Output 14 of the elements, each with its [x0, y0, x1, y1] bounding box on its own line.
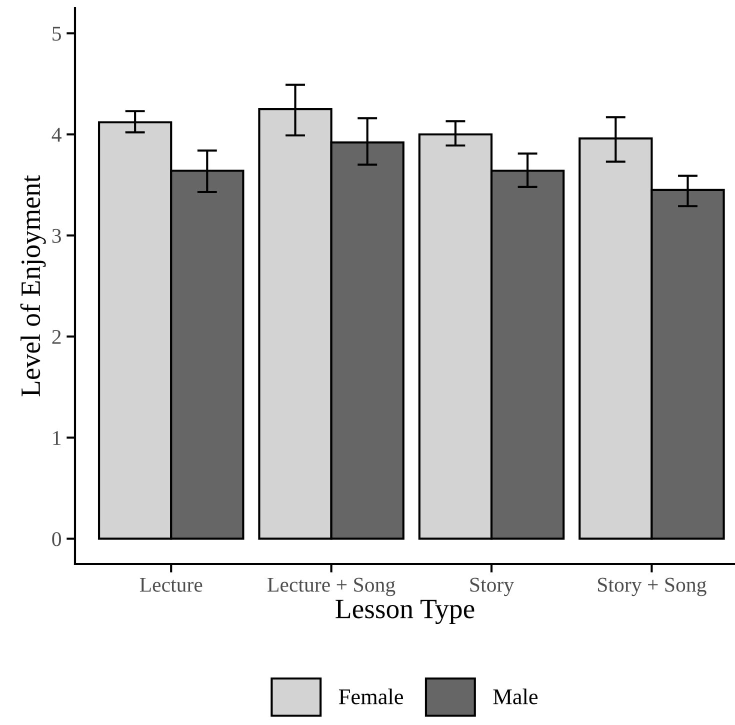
y-tick-label: 0	[52, 532, 62, 546]
y-tick-label: 4	[52, 128, 62, 142]
y-tick-label: 1	[53, 431, 61, 445]
y-axis-title: Level of Enjoyment	[20, 175, 46, 396]
legend-label: Male	[493, 688, 538, 704]
y-tick-label: 2	[52, 330, 61, 344]
y-tick-label: 3	[52, 228, 61, 243]
x-tick-label: Lecture + Song	[268, 578, 396, 596]
x-tick-label: Story	[470, 578, 514, 596]
x-axis-title: Lesson Type	[336, 600, 474, 624]
x-tick-label: Lecture	[140, 578, 202, 592]
y-tick-label: 5	[52, 26, 61, 41]
legend-label: Female	[338, 688, 403, 704]
x-tick-label: Story + Song	[598, 578, 706, 596]
